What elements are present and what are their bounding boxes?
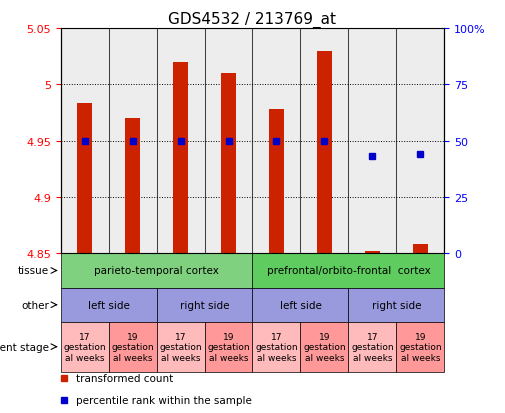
- Text: 19
gestation
al weeks: 19 gestation al weeks: [399, 332, 442, 362]
- Bar: [413, 245, 428, 254]
- Title: GDS4532 / 213769_at: GDS4532 / 213769_at: [169, 12, 336, 28]
- Text: 17
gestation
al weeks: 17 gestation al weeks: [63, 332, 106, 362]
- Text: right side: right side: [372, 300, 421, 310]
- Text: left side: left side: [88, 300, 129, 310]
- Bar: [252, 29, 300, 254]
- Text: left side: left side: [280, 300, 321, 310]
- Bar: [269, 110, 284, 254]
- Text: 17
gestation
al weeks: 17 gestation al weeks: [351, 332, 394, 362]
- Bar: [317, 51, 332, 254]
- Bar: [157, 29, 205, 254]
- Text: tissue: tissue: [18, 266, 49, 276]
- Text: percentile rank within the sample: percentile rank within the sample: [76, 394, 252, 405]
- Bar: [205, 29, 252, 254]
- Text: development stage: development stage: [0, 342, 49, 352]
- Bar: [77, 104, 92, 254]
- Text: 17
gestation
al weeks: 17 gestation al weeks: [255, 332, 298, 362]
- Text: other: other: [21, 300, 49, 310]
- Bar: [396, 29, 444, 254]
- Text: 19
gestation
al weeks: 19 gestation al weeks: [111, 332, 154, 362]
- Text: parieto-temporal cortex: parieto-temporal cortex: [94, 266, 219, 276]
- Text: prefrontal/orbito-frontal  cortex: prefrontal/orbito-frontal cortex: [267, 266, 430, 276]
- Bar: [61, 29, 109, 254]
- Bar: [221, 74, 236, 254]
- Bar: [125, 119, 140, 254]
- Text: right side: right side: [180, 300, 229, 310]
- Bar: [300, 29, 348, 254]
- Bar: [109, 29, 157, 254]
- Text: 19
gestation
al weeks: 19 gestation al weeks: [303, 332, 346, 362]
- Text: 17
gestation
al weeks: 17 gestation al weeks: [159, 332, 202, 362]
- Bar: [173, 63, 188, 254]
- Bar: [348, 29, 396, 254]
- Bar: [365, 252, 380, 254]
- Text: transformed count: transformed count: [76, 373, 173, 383]
- Text: 19
gestation
al weeks: 19 gestation al weeks: [207, 332, 250, 362]
